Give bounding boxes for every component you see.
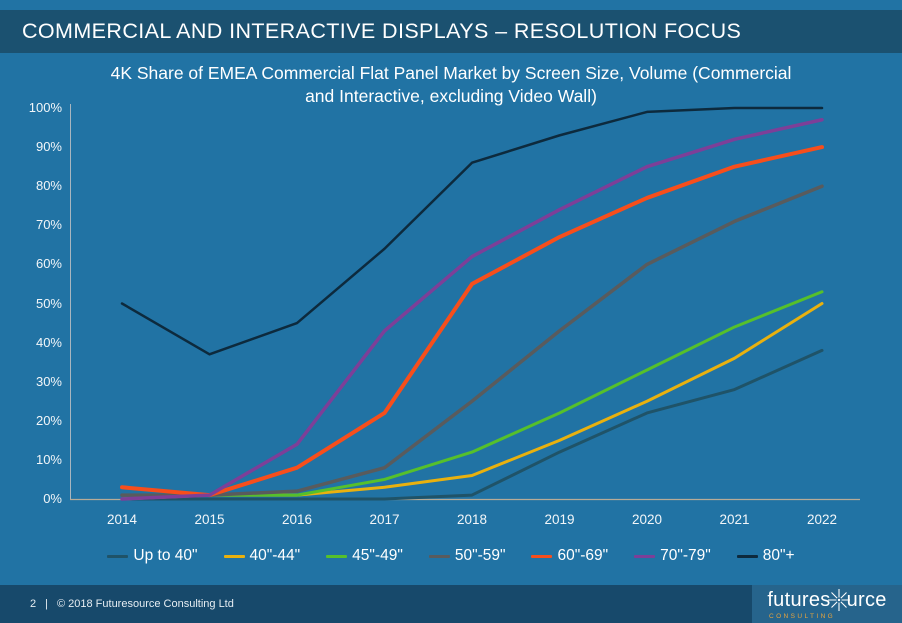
legend-item: 70"-79"	[634, 547, 711, 565]
legend-marker	[531, 554, 553, 558]
series-line-3	[120, 290, 824, 501]
series-line-1	[120, 348, 824, 501]
page-number: 2	[30, 598, 37, 610]
legend-marker	[634, 554, 656, 558]
legend-marker	[428, 554, 450, 558]
y-tick-label: 100%	[28, 100, 62, 115]
y-tick-label: 60%	[35, 256, 62, 272]
x-tick-label: 2021	[719, 512, 750, 527]
chart-legend: Up to 40" 40"-44" 45"-49" 50"-59" 60"-69" 70"…	[0, 547, 902, 565]
legend-item: 80"+	[736, 547, 795, 565]
y-tick-label: 40%	[35, 334, 62, 350]
legend-item: 45"-49"	[326, 547, 403, 565]
legend-label: Up to 40"	[133, 547, 198, 564]
x-tick-label: 2015	[194, 512, 225, 527]
legend-label: 60"-69"	[557, 547, 609, 564]
legend-marker	[107, 554, 129, 558]
x-tick-label: 2022	[806, 512, 838, 527]
x-tick-label: 2020	[631, 512, 663, 527]
header-band: COMMERCIAL AND INTERACTIVE DISPLAYS – RE…	[0, 10, 902, 53]
legend-item: 60"-69"	[531, 547, 608, 565]
x-tick-label: 2018	[456, 512, 488, 527]
legend-marker	[326, 554, 348, 558]
legend-marker	[223, 554, 245, 558]
y-tick-label: 90%	[35, 139, 62, 155]
logo-wordmark: futures urce	[767, 588, 887, 611]
legend-marker	[736, 554, 758, 558]
starburst-icon	[827, 588, 850, 611]
series-line-5	[120, 145, 824, 498]
legend-label: 45"-49"	[352, 547, 403, 564]
chart-title: 4K Share of EMEA Commercial Flat Panel M…	[51, 62, 851, 108]
x-tick-label: 2017	[369, 512, 400, 527]
chart-title-line-1: 4K Share of EMEA Commercial Flat Panel M…	[110, 63, 792, 83]
legend-item: 50"-59"	[428, 547, 506, 565]
series-line-6	[120, 117, 824, 501]
legend-label: 80"+	[762, 547, 795, 564]
x-tick-label: 2019	[544, 512, 575, 527]
footer-text: 2 | © 2018 Futuresource Consulting Ltd	[30, 598, 234, 610]
footer-band: 2 | © 2018 Futuresource Consulting Ltd f…	[0, 585, 902, 623]
series-line-7	[120, 106, 824, 356]
copyright-text: © 2018 Futuresource Consulting Ltd	[56, 598, 234, 610]
legend-item: 40"-44"	[223, 547, 301, 565]
legend-label: 50"-59"	[454, 547, 506, 564]
y-tick-label: 10%	[35, 451, 62, 467]
logo-text-right: urce	[846, 588, 887, 611]
page-title: COMMERCIAL AND INTERACTIVE DISPLAYS – RE…	[22, 19, 742, 43]
futuresource-logo: futures urce CONSULTING	[752, 585, 902, 623]
x-tick-label: 2016	[281, 512, 313, 527]
y-tick-label: 50%	[35, 295, 62, 311]
y-tick-label: 70%	[35, 217, 62, 233]
series-line-4	[120, 184, 824, 497]
logo-tagline: CONSULTING	[769, 612, 836, 620]
series-line-2	[120, 302, 824, 501]
y-tick-label: 30%	[35, 373, 62, 389]
y-tick-label: 80%	[35, 178, 62, 194]
x-tick-label: 2014	[106, 512, 138, 527]
footer-separator: |	[45, 598, 48, 610]
y-tick-label: 20%	[35, 412, 62, 428]
logo-text-left: futures	[767, 588, 831, 611]
y-tick-label: 0%	[43, 491, 62, 506]
legend-label: 40"-44"	[249, 547, 301, 564]
legend-label: 70"-79"	[660, 547, 711, 564]
chart-title-line-2: and Interactive, excluding Video Wall)	[305, 86, 597, 107]
legend-item: Up to 40"	[107, 547, 198, 565]
